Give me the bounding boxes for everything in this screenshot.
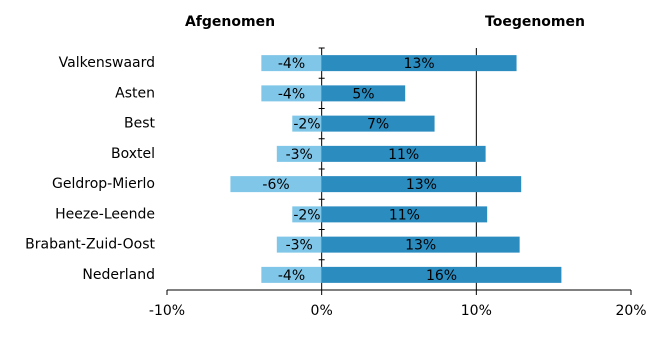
data-label: 13% [406, 177, 437, 193]
bar [321, 55, 517, 72]
x-tick-label: -10% [149, 303, 185, 319]
data-label: 16% [426, 268, 457, 284]
data-label: -2% [293, 117, 320, 133]
x-tick-label: 20% [615, 303, 646, 319]
bar [230, 176, 322, 193]
bar [261, 85, 322, 102]
x-tick-label: 10% [461, 303, 492, 319]
bar [321, 85, 406, 102]
bar [321, 236, 520, 253]
data-label: -2% [293, 207, 320, 223]
y-tick-label: Brabant-Zuid-Oost [25, 237, 155, 253]
bar [321, 176, 522, 193]
bar [261, 55, 322, 72]
bar [321, 115, 435, 132]
legend-label: Toegenomen [485, 14, 585, 30]
bar [321, 145, 486, 162]
data-label: 11% [388, 147, 419, 163]
data-label: -4% [278, 86, 305, 102]
bar [292, 206, 322, 223]
y-tick-label: Boxtel [111, 146, 155, 162]
data-label: 5% [352, 86, 374, 102]
data-label: 11% [389, 207, 420, 223]
data-label: 13% [404, 56, 435, 72]
bar [321, 206, 488, 223]
bar [321, 266, 562, 283]
y-tick-label: Geldrop-Mierlo [52, 176, 155, 192]
x-tick-label: 0% [311, 303, 333, 319]
y-tick-label: Nederland [82, 267, 155, 283]
bar [276, 145, 322, 162]
bar [292, 115, 322, 132]
bar [261, 266, 322, 283]
y-tick-label: Heeze-Leende [55, 206, 155, 222]
data-label: -4% [278, 56, 305, 72]
data-label: -6% [262, 177, 289, 193]
bar [276, 236, 322, 253]
legend-label: Afgenomen [185, 14, 275, 30]
data-label: 13% [405, 238, 436, 254]
data-label: -4% [278, 268, 305, 284]
data-label: -3% [286, 238, 313, 254]
y-tick-label: Valkenswaard [59, 55, 155, 71]
y-tick-label: Asten [115, 85, 155, 101]
y-tick-label: Best [124, 116, 156, 132]
data-label: -3% [286, 147, 313, 163]
data-label: 7% [367, 117, 389, 133]
